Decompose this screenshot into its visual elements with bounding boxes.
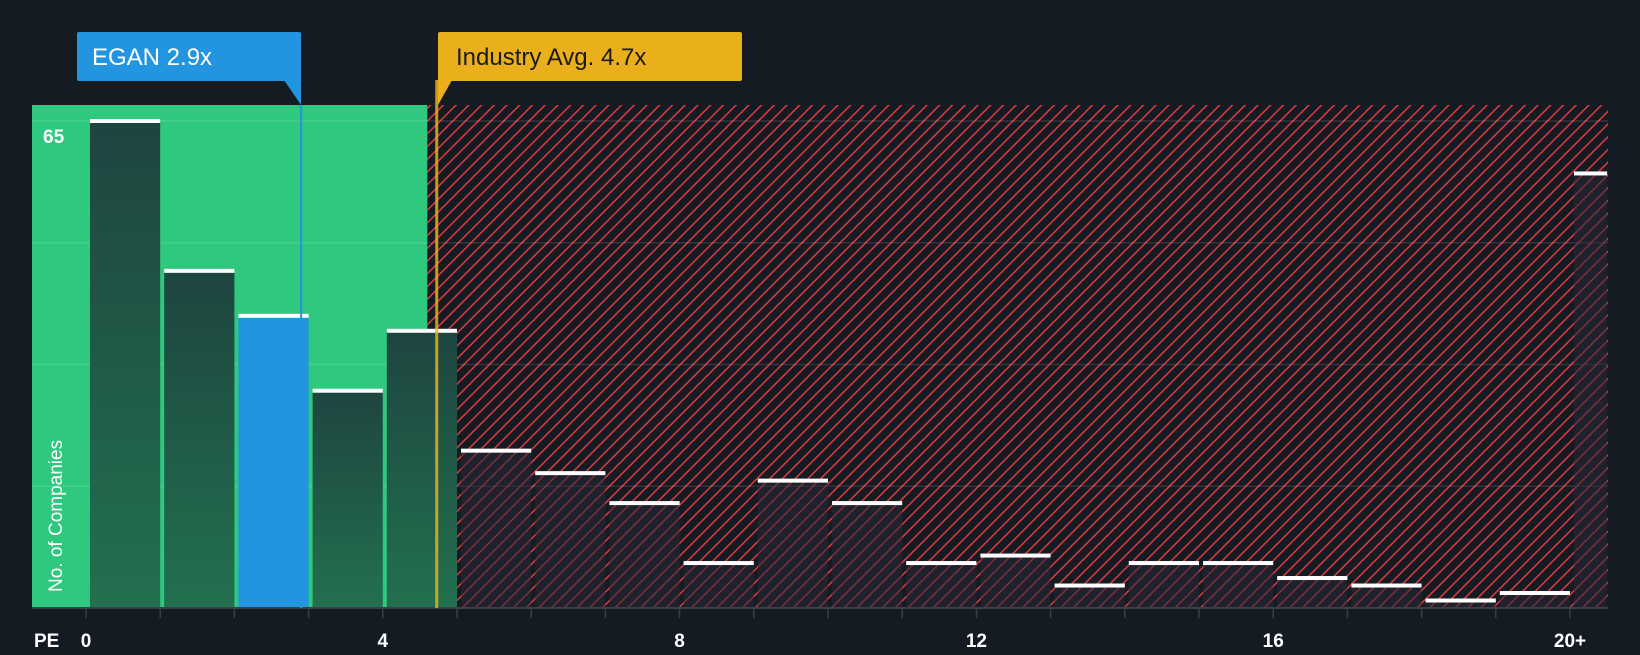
- bar-cap: [1425, 598, 1496, 603]
- y-axis-title: No. of Companies: [46, 440, 67, 592]
- bar-cap: [906, 561, 977, 566]
- histogram-bar: [683, 563, 754, 608]
- bar-cap: [757, 478, 828, 483]
- histogram-bar: [312, 390, 383, 608]
- industry-callout: Industry Avg. 4.7x: [438, 32, 742, 105]
- company-callout: EGAN 2.9x: [77, 32, 301, 105]
- bar-cap: [1499, 591, 1570, 596]
- histogram-bar: [609, 503, 680, 608]
- bar-cap: [609, 501, 680, 506]
- histogram-bar: [1277, 578, 1348, 608]
- bar-cap: [461, 448, 532, 453]
- bar-cap: [164, 268, 235, 273]
- company-pe-label: EGAN 2.9x: [92, 44, 212, 71]
- histogram-bar: [1425, 600, 1496, 608]
- x-axis-title: PE: [34, 631, 59, 650]
- bar-cap: [980, 553, 1051, 558]
- x-tick-label: 0: [81, 631, 92, 650]
- bar-cap: [1351, 583, 1422, 588]
- histogram-bar: [832, 503, 903, 608]
- x-tick-label: 4: [378, 631, 389, 650]
- bar-cap: [683, 561, 754, 566]
- bar-cap: [238, 313, 309, 318]
- histogram-bar: [1499, 593, 1570, 608]
- x-tick-label: 12: [966, 631, 987, 650]
- histogram-bar: [90, 121, 161, 608]
- industry-avg-label: Industry Avg. 4.7x: [456, 44, 646, 71]
- histogram-bar: [461, 450, 532, 608]
- histogram-bar: [238, 315, 309, 608]
- histogram-bar: [1054, 585, 1125, 608]
- bar-cap: [1574, 171, 1608, 176]
- bar-cap: [1054, 583, 1125, 588]
- histogram-bar: [1128, 563, 1199, 608]
- x-tick-label: 16: [1263, 631, 1284, 650]
- bar-cap: [386, 328, 457, 333]
- histogram-bar: [386, 330, 457, 608]
- histogram-bar: [1574, 173, 1608, 608]
- y-axis-max-label: 65: [43, 127, 65, 148]
- bar-cap: [832, 501, 903, 506]
- bar-cap: [535, 471, 606, 476]
- histogram-bar: [1351, 585, 1422, 608]
- x-tick-label: 8: [674, 631, 685, 650]
- x-tick-label: 20+: [1554, 631, 1586, 650]
- histogram-bar: [757, 480, 828, 608]
- bar-cap: [1128, 561, 1199, 566]
- bar-cap: [1203, 561, 1274, 566]
- histogram-bar: [535, 473, 606, 608]
- bar-cap: [90, 119, 161, 123]
- histogram-bar: [906, 563, 977, 608]
- bar-cap: [312, 388, 383, 393]
- histogram-bar: [980, 555, 1051, 608]
- histogram-bar: [1203, 563, 1274, 608]
- histogram-bar: [164, 270, 235, 608]
- bar-cap: [1277, 576, 1348, 581]
